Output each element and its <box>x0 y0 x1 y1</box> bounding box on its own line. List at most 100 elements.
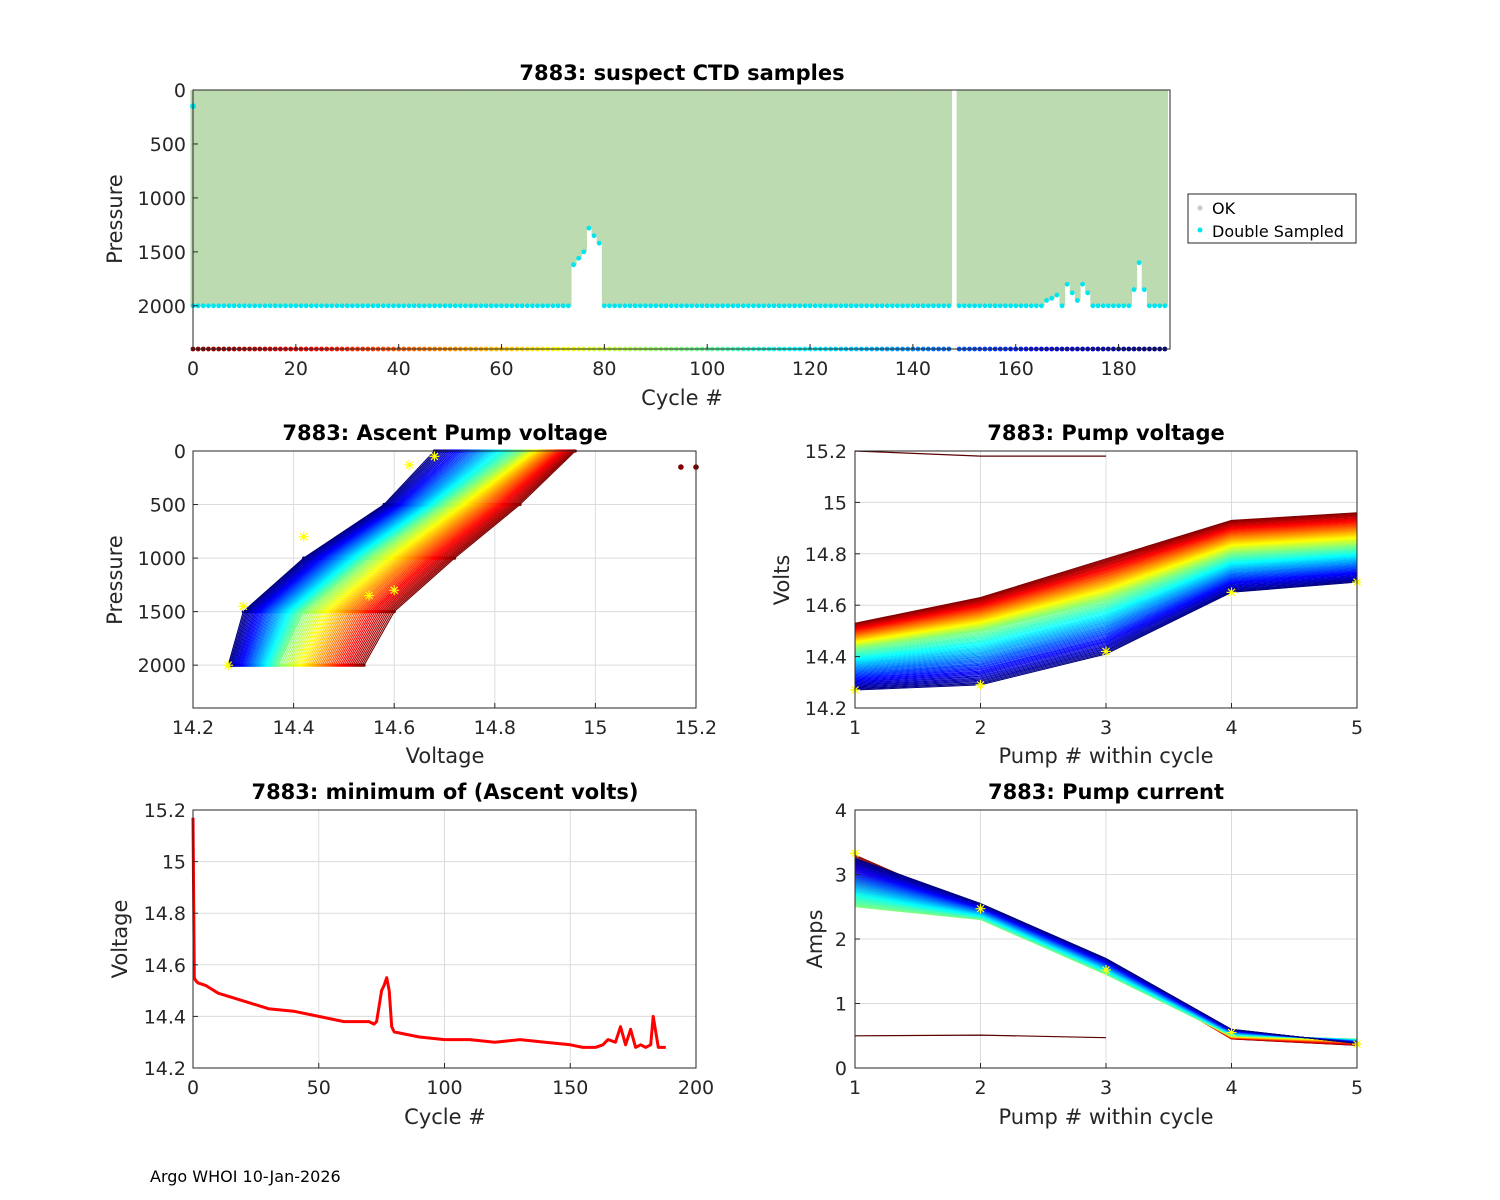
ok-samples-column <box>313 90 320 306</box>
ok-samples-column <box>1008 90 1014 306</box>
double-sampled-point <box>720 303 726 309</box>
ok-samples-column <box>1110 90 1117 306</box>
double-sampled-point <box>242 303 247 309</box>
double-sampled-point <box>581 249 587 255</box>
x-tick-label: 4 <box>1225 1077 1237 1099</box>
pumpv-cycle-line <box>854 542 1358 648</box>
double-sampled-point <box>1131 287 1137 293</box>
ok-samples-column <box>1054 90 1061 296</box>
double-sampled-point <box>545 303 551 309</box>
ok-samples-column <box>411 90 418 306</box>
ok-samples-column <box>879 90 886 306</box>
double-sampled-point <box>617 303 623 309</box>
ok-samples-column <box>612 90 618 306</box>
ok-samples-column <box>920 90 927 306</box>
double-sampled-point <box>365 303 371 309</box>
double-sampled-point <box>622 303 628 309</box>
x-tick-label: 5 <box>1351 1077 1363 1099</box>
ok-samples-column <box>1100 90 1107 306</box>
ok-samples-column <box>776 90 783 306</box>
x-tick-label: 14.4 <box>272 717 314 739</box>
ok-samples-column <box>812 90 819 306</box>
ascent-title: 7883: Ascent Pump voltage <box>282 421 607 445</box>
ok-samples-column <box>504 90 510 306</box>
double-sampled-point <box>478 303 484 309</box>
double-sampled-point <box>386 303 391 309</box>
ok-samples-column <box>524 90 531 306</box>
pumpv-xlabel: Pump # within cycle <box>999 744 1214 768</box>
pumpv-cycle-line <box>854 553 1358 659</box>
ok-samples-column <box>997 90 1004 306</box>
double-sampled-point <box>694 303 700 309</box>
x-tick-label: 2 <box>974 717 986 739</box>
pumpv-title: 7883: Pump voltage <box>987 421 1225 445</box>
pumpv-cycle-line <box>854 535 1358 642</box>
ascent-ylabel: Pressure <box>103 535 127 625</box>
pumpv-cycle-line <box>854 573 1358 682</box>
x-tick-label: 150 <box>552 1077 588 1099</box>
ok-samples-column <box>869 90 875 306</box>
double-sampled-point <box>488 303 494 309</box>
ok-samples-column <box>1013 90 1019 306</box>
double-sampled-point <box>848 303 854 309</box>
x-tick-label: 0 <box>187 358 199 380</box>
ok-samples-column <box>437 90 443 306</box>
ok-samples-column <box>797 90 803 306</box>
ok-samples-column <box>915 90 922 306</box>
ok-samples-column <box>519 90 526 306</box>
double-sampled-point <box>961 303 967 309</box>
pumpv-cycle-line <box>854 518 1358 629</box>
double-sampled-point <box>1003 303 1008 309</box>
double-sampled-point <box>982 303 988 309</box>
double-sampled-point <box>725 303 731 309</box>
y-tick-label: 14.2 <box>805 698 847 720</box>
double-sampled-point <box>519 303 525 309</box>
double-sampled-point <box>421 303 427 309</box>
double-sampled-point <box>596 240 602 246</box>
double-sampled-point <box>411 303 417 309</box>
y-tick-label: 14.6 <box>144 955 186 977</box>
ok-samples-column <box>792 90 798 306</box>
ok-samples-column <box>421 90 428 306</box>
pumpv-yellow-star-marker <box>975 679 986 690</box>
double-sampled-point <box>1162 303 1168 309</box>
pumpv-cycle-line <box>854 534 1358 642</box>
double-sampled-point <box>828 303 834 309</box>
pumpv-cycle-line <box>854 567 1358 674</box>
pumpv-cycle-line <box>854 542 1358 647</box>
ok-samples-column <box>725 90 731 306</box>
pumpc-outlier-line <box>854 1034 1107 1039</box>
ok-samples-column <box>704 90 711 306</box>
pumpv-cycle-line <box>854 529 1358 637</box>
double-sampled-point <box>550 303 556 309</box>
double-sampled-point <box>673 303 679 309</box>
pumpc-yellow-star-marker <box>1226 1027 1237 1038</box>
pumpv-cycle-line <box>854 516 1358 627</box>
ascent-yellow-star-marker <box>364 590 375 601</box>
ascent-yellow-star-marker <box>429 451 440 462</box>
double-sampled-point <box>1126 303 1132 309</box>
double-sampled-point <box>797 303 803 309</box>
y-tick-label: 2 <box>835 929 847 951</box>
ok-samples-column <box>334 90 341 306</box>
ok-samples-column <box>1038 90 1045 306</box>
double-sampled-point <box>838 303 844 309</box>
ok-samples-column <box>745 90 752 306</box>
y-tick-label: 1500 <box>138 242 186 264</box>
ok-samples-column <box>257 90 264 306</box>
double-sampled-point <box>1090 303 1096 309</box>
ok-samples-column <box>673 90 680 306</box>
pumpv-cycle-line <box>854 514 1358 626</box>
double-sampled-point <box>339 303 345 309</box>
ok-samples-column <box>786 90 793 306</box>
double-sampled-point <box>601 303 607 309</box>
ok-samples-column <box>1131 90 1138 290</box>
ok-samples-column <box>735 90 742 306</box>
ok-samples-column <box>1023 90 1030 306</box>
double-sampled-point <box>565 303 571 309</box>
x-tick-label: 140 <box>895 358 931 380</box>
ok-samples-column <box>1044 90 1050 301</box>
double-sampled-point <box>540 303 546 309</box>
ok-samples-column <box>288 90 294 306</box>
ok-samples-column <box>246 90 253 306</box>
